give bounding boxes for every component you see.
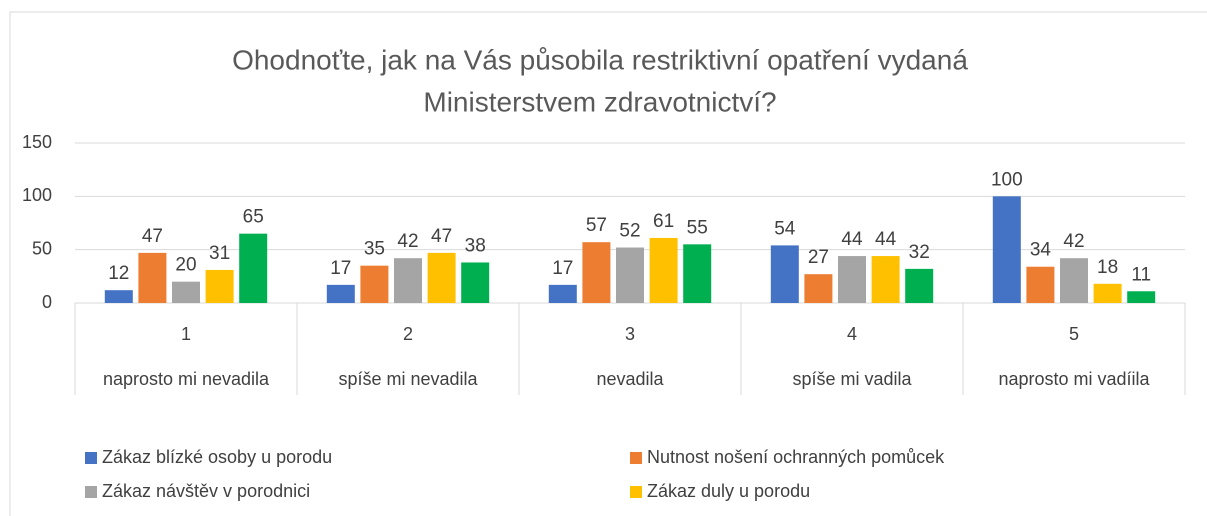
bar: [804, 274, 833, 303]
bar: [649, 237, 678, 303]
bar: [1060, 258, 1088, 303]
legend-label: Zákaz duly u porodu: [647, 481, 810, 501]
legend-label: Nutnost nošení ochranných pomůcek: [647, 447, 945, 467]
data-label: 27: [808, 247, 829, 268]
x-tick-sublabel: spíše mi nevadila: [338, 369, 478, 389]
bar: [326, 284, 355, 303]
bar: [1093, 283, 1122, 303]
bar: [1127, 291, 1156, 303]
data-label: 12: [108, 263, 129, 284]
legend-label: Zákaz návštěv v porodnici: [102, 481, 310, 501]
y-tick-label: 150: [22, 132, 52, 152]
data-label: 65: [243, 207, 264, 228]
data-label: 47: [142, 226, 163, 247]
bar: [239, 233, 268, 303]
data-label: 42: [1063, 231, 1084, 252]
x-tick-sublabel: naprosto mi nevadila: [103, 369, 270, 389]
data-label: 35: [364, 239, 385, 260]
bar: [838, 256, 866, 303]
data-label: 32: [909, 242, 930, 263]
data-label: 52: [619, 221, 640, 242]
legend-swatch: [85, 452, 97, 464]
bar: [1026, 266, 1055, 303]
bar: [683, 244, 712, 303]
x-tick-label: 5: [1069, 324, 1079, 344]
data-label: 42: [397, 231, 418, 252]
x-tick-label: 4: [847, 324, 857, 344]
bar: [138, 252, 167, 303]
data-label: 100: [991, 169, 1023, 190]
legend-swatch: [630, 486, 642, 498]
bar: [616, 247, 644, 303]
bar: [905, 268, 934, 303]
data-label: 44: [841, 229, 863, 250]
bar: [172, 281, 200, 303]
data-label: 55: [687, 217, 708, 238]
x-tick-label: 2: [403, 324, 413, 344]
bar: [871, 256, 900, 303]
bar: [548, 284, 577, 303]
data-label: 18: [1097, 257, 1118, 278]
x-tick-label: 1: [181, 324, 191, 344]
y-tick-label: 0: [42, 292, 52, 312]
bar: [104, 290, 133, 303]
x-tick-sublabel: nevadila: [596, 369, 664, 389]
data-label: 57: [586, 215, 607, 236]
bar: [770, 245, 799, 303]
data-label: 17: [330, 258, 351, 279]
bar: [582, 242, 611, 303]
y-tick-label: 50: [32, 238, 52, 258]
legend-label: Zákaz blízké osoby u porodu: [102, 447, 332, 467]
data-label: 34: [1030, 240, 1052, 261]
data-label: 54: [774, 218, 796, 239]
data-label: 31: [209, 243, 230, 264]
x-tick-sublabel: naprosto mi vadíila: [998, 369, 1150, 389]
chart-frame: [9, 11, 1207, 516]
data-label: 44: [875, 229, 897, 250]
data-label: 11: [1131, 264, 1151, 285]
bar: [394, 258, 422, 303]
bar: [427, 252, 456, 303]
chart-title: Ohodnoťte, jak na Vás působila restrikti…: [232, 44, 968, 75]
chart-title: Ministerstvem zdravotnictví?: [423, 86, 776, 117]
data-label: 47: [431, 226, 452, 247]
data-label: 61: [653, 211, 674, 232]
x-tick-sublabel: spíše mi vadila: [792, 369, 912, 389]
legend-swatch: [630, 452, 642, 464]
data-label: 38: [465, 235, 486, 256]
data-label: 17: [552, 258, 573, 279]
data-label: 20: [175, 255, 196, 276]
legend-swatch: [85, 486, 97, 498]
bar: [360, 265, 389, 303]
bar: [461, 262, 490, 303]
bar: [205, 269, 234, 303]
x-tick-label: 3: [625, 324, 635, 344]
bar: [992, 196, 1021, 303]
y-tick-label: 100: [22, 185, 52, 205]
